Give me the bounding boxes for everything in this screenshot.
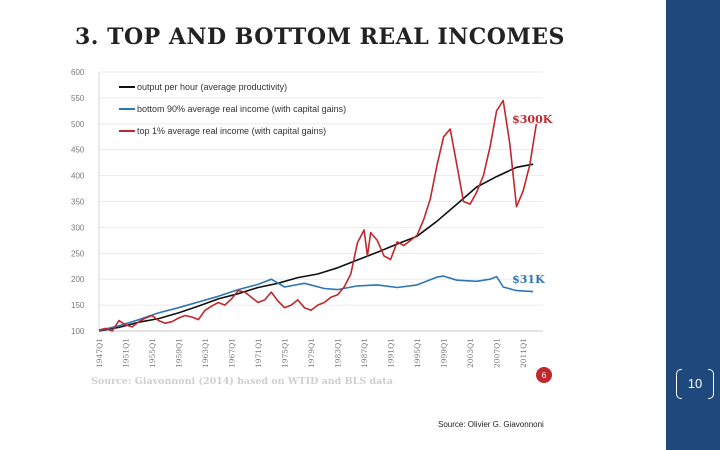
legend-label: top 1% average real income (with capital… <box>137 126 326 136</box>
x-tick-label: 1963Q1 <box>201 338 210 368</box>
y-tick-label: 300 <box>71 223 85 232</box>
chart-title: 3. TOP AND BOTTOM REAL INCOMES <box>75 24 565 50</box>
x-tick-label: 1971Q1 <box>254 338 263 368</box>
y-tick-label: 400 <box>71 172 85 181</box>
x-tick-label: 1999Q1 <box>440 338 449 368</box>
y-tick-label: 200 <box>71 275 85 284</box>
y-tick-label: 500 <box>71 120 85 129</box>
x-tick-label: 1979Q1 <box>307 338 316 368</box>
x-tick-label: 1987Q1 <box>360 338 369 368</box>
annotation-label: $31K <box>512 273 545 286</box>
right-sidebar <box>666 0 720 450</box>
left-bracket-icon <box>676 369 682 399</box>
x-tick-label: 2003Q1 <box>466 338 475 368</box>
x-tick-label: 1975Q1 <box>281 338 290 368</box>
x-tick-label: 1955Q1 <box>148 338 157 368</box>
y-tick-label: 600 <box>71 68 85 77</box>
y-tick-label: 450 <box>71 146 85 155</box>
x-tick-label: 1967Q1 <box>228 338 237 368</box>
x-tick-label: 1947Q1 <box>95 338 104 368</box>
series-line-1 <box>98 275 534 332</box>
y-tick-label: 550 <box>71 94 85 103</box>
x-tick-label: 1959Q1 <box>175 338 184 368</box>
x-tick-label: 1995Q1 <box>413 338 422 368</box>
legend-label: bottom 90% average real income (with cap… <box>137 104 346 114</box>
y-tick-label: 100 <box>71 327 85 336</box>
y-tick-label: 350 <box>71 198 85 207</box>
series-line-2 <box>98 99 538 332</box>
line-chart: 600 550 500 450 400 350 300 250 200 150 100 1947Q1 1… <box>71 68 553 383</box>
x-tick-label: 1991Q1 <box>387 338 396 368</box>
page-number: 10 <box>687 376 703 391</box>
y-tick-label: 150 <box>71 301 85 310</box>
x-tick-label: 1951Q1 <box>122 338 131 368</box>
slide-footer: Source: Olivier G. Giavonnoni <box>438 420 544 429</box>
badge-label: 6 <box>542 371 547 380</box>
x-tick-label: 2011Q1 <box>519 338 528 368</box>
x-tick-label: 2007Q1 <box>493 338 502 368</box>
y-tick-label: 250 <box>71 249 85 258</box>
legend-label: output per hour (average productivity) <box>137 82 287 92</box>
badge-circle <box>536 367 552 383</box>
chart-source: Source: Giavonnoni (2014) based on WTID … <box>91 376 393 387</box>
x-tick-label: 1983Q1 <box>334 338 343 368</box>
right-bracket-icon <box>708 369 714 399</box>
chart-image: 3. TOP AND BOTTOM REAL INCOMES 600 550 500… <box>65 10 568 395</box>
annotation-label: $300K <box>512 113 553 126</box>
page-number-box: 10 <box>676 369 714 399</box>
